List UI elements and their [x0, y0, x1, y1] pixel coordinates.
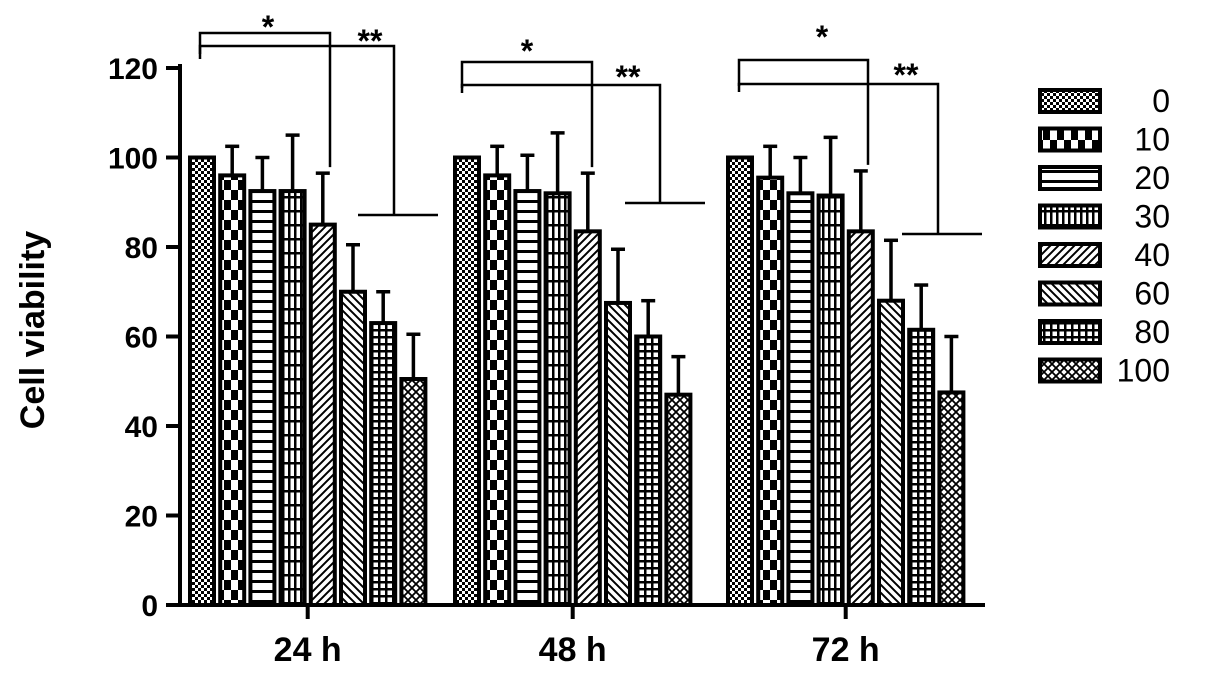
bar [726, 155, 754, 607]
legend-swatch [1038, 242, 1102, 268]
legend-item: 80 [1038, 314, 1170, 350]
x-tick-label: 72 h [812, 631, 880, 669]
significance-bracket [198, 31, 332, 168]
significance-label: ** [894, 57, 919, 93]
significance-bracket [460, 60, 594, 168]
y-tick-label: 100 [108, 143, 158, 176]
legend-label: 80 [1134, 314, 1170, 350]
bar [543, 191, 572, 608]
bar [483, 173, 512, 607]
bar [846, 229, 875, 607]
legend-swatch [1038, 319, 1102, 345]
significance-bracket [460, 83, 662, 203]
y-axis-label: Cell viability [14, 231, 52, 429]
bar [188, 155, 216, 607]
y-tick-label: 80 [125, 232, 158, 265]
legend-item: 60 [1038, 276, 1170, 312]
significance-bracket [737, 82, 940, 234]
x-tick-label: 48 h [539, 631, 607, 669]
x-tick-label: 24 h [274, 631, 342, 669]
bar [308, 222, 337, 607]
bar [218, 173, 247, 607]
bar [756, 175, 785, 607]
legend-label: 60 [1134, 276, 1170, 312]
bar [278, 189, 307, 607]
significance-label: * [262, 9, 275, 45]
significance-label: * [816, 19, 829, 55]
y-tick-label: 60 [125, 322, 158, 355]
y-tick-label: 20 [125, 501, 158, 534]
legend-swatch [1038, 280, 1102, 307]
legend-swatch [1038, 126, 1102, 153]
significance-label: ** [358, 23, 383, 59]
legend-swatch [1038, 165, 1102, 191]
bar [453, 155, 481, 607]
legend-item: 20 [1038, 160, 1170, 196]
significance-bracket [198, 44, 396, 215]
legend-item: 10 [1038, 122, 1170, 158]
bar [248, 189, 277, 607]
y-tick-label: 40 [125, 411, 158, 444]
legend-swatch [1038, 88, 1102, 114]
y-tick-label: 120 [108, 53, 158, 86]
bar [399, 377, 428, 608]
legend-swatch [1038, 203, 1102, 230]
significance-label: ** [616, 59, 641, 95]
bar [937, 390, 966, 607]
legend-label: 10 [1134, 122, 1170, 158]
bar [664, 392, 693, 607]
y-tick-label: 0 [141, 590, 158, 623]
bar [604, 300, 632, 607]
legend-item: 30 [1038, 199, 1170, 235]
bar [816, 193, 845, 607]
legend-label: 100 [1117, 353, 1170, 389]
bar [513, 189, 542, 607]
legend-item: 0 [1038, 83, 1170, 119]
bar [369, 321, 398, 607]
legend-item: 40 [1038, 237, 1170, 273]
legend-label: 30 [1134, 199, 1170, 235]
bar [877, 298, 905, 607]
significance-bracket [737, 58, 870, 165]
bar [634, 334, 663, 607]
legend-label: 40 [1134, 237, 1170, 273]
bar [573, 229, 602, 607]
bar [786, 191, 815, 608]
legend-label: 20 [1134, 160, 1170, 196]
legend-swatch [1038, 357, 1102, 384]
legend-label: 0 [1152, 83, 1170, 119]
bar [339, 289, 367, 607]
legend-item: 100 [1038, 353, 1170, 389]
significance-label: * [521, 33, 534, 69]
bars-layer [188, 131, 966, 608]
significance-layer: * ** ****** [198, 9, 982, 236]
bar [907, 327, 936, 607]
